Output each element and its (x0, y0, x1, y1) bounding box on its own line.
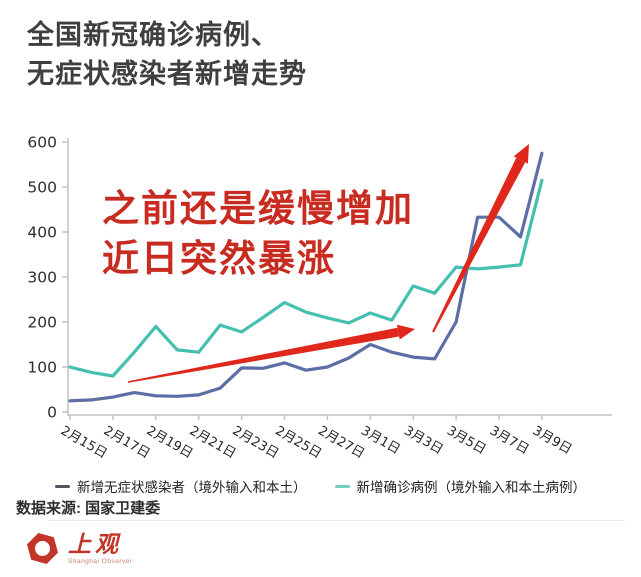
legend-item-asymptomatic: 新增无症状感染者（境外输入和本土） (55, 476, 307, 496)
trend-arrow-2-shaft (432, 157, 526, 333)
x-axis-label: 2月27日 (315, 423, 367, 461)
y-axis-label: 500 (27, 179, 57, 197)
axes (67, 138, 612, 416)
page-title: 全国新冠确诊病例、 无症状感染者新增走势 (27, 16, 307, 94)
x-axis-label: 3月5日 (444, 423, 488, 457)
legend-label-asymptomatic: 新增无症状感染者（境外输入和本土） (77, 480, 307, 495)
y-axis-label: 400 (27, 224, 57, 242)
logo-hexagon-hole (35, 541, 50, 556)
y-axis-label: 100 (27, 359, 57, 377)
title-line2: 无症状感染者新增走势 (27, 59, 307, 89)
x-axis-label: 2月19日 (144, 423, 196, 461)
trend-arrow-1-head (396, 324, 415, 340)
legend: 新增无症状感染者（境外输入和本土） 新增确诊病例（境外输入和本土病例） (0, 476, 641, 496)
x-axis-label: 2月15日 (58, 423, 110, 461)
trend-arrow-2-head (513, 144, 529, 164)
footer-divider (48, 520, 625, 521)
logo-text: 上观 Shanghai Observer (68, 531, 133, 566)
title-line1: 全国新冠确诊病例、 (27, 20, 279, 50)
x-axis-label: 2月23日 (230, 423, 282, 461)
publisher-logo: 上观 Shanghai Observer (25, 531, 133, 566)
legend-item-confirmed: 新增确诊病例（境外输入和本土病例） (334, 476, 587, 496)
trend-arrow-1-shaft (127, 327, 400, 383)
y-axis-label: 600 (27, 134, 57, 152)
y-axis-label: 0 (47, 404, 57, 422)
annotation-line2: 近日突然暴涨 (102, 238, 336, 279)
x-axis-label: 3月7日 (487, 423, 531, 457)
y-axis-label: 300 (27, 269, 57, 287)
legend-label-confirmed: 新增确诊病例（境外输入和本土病例） (356, 480, 587, 495)
y-axis-label: 200 (27, 314, 57, 332)
x-axis-label: 2月25日 (273, 423, 325, 461)
x-axis-label: 3月3日 (401, 423, 445, 457)
x-axis-label: 2月21日 (187, 423, 239, 461)
annotation-line1: 之前还是缓慢增加 (102, 188, 414, 229)
x-axis-label: 3月9日 (530, 423, 574, 457)
annotation-text: 之前还是缓慢增加 近日突然暴涨 (102, 184, 414, 284)
x-axis-label: 2月17日 (101, 423, 153, 461)
data-source-label: 数据来源: 国家卫建委 (16, 500, 161, 517)
logo-subtitle: Shanghai Observer (68, 558, 133, 565)
logo-name: 上观 (68, 531, 122, 558)
legend-marker-confirmed (334, 484, 350, 488)
x-axis-label: 3月1日 (358, 423, 402, 457)
legend-marker-asymptomatic (55, 484, 70, 488)
trend-chart: 01002003004005006002月15日2月17日2月19日2月21日2… (27, 134, 612, 462)
logo-hexagon-icon (27, 533, 58, 564)
series-line-0 (68, 151, 544, 403)
